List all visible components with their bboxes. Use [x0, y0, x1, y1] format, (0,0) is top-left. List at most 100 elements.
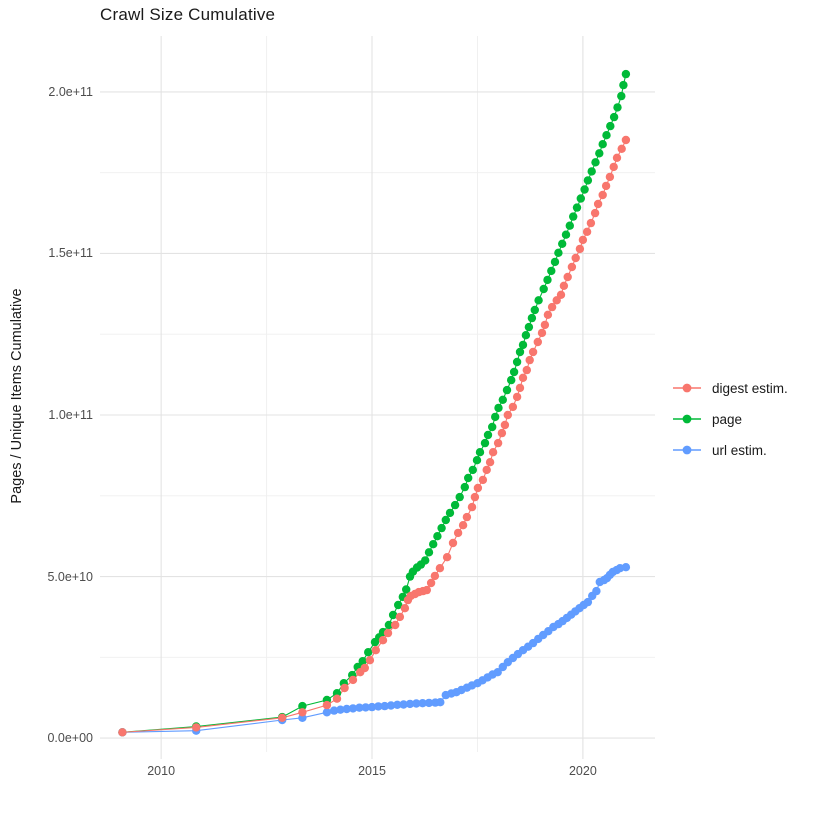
data-point-digest-estim-: [340, 683, 349, 693]
data-point-digest-estim-: [395, 612, 405, 622]
data-point-digest-estim-: [435, 564, 445, 573]
data-point-digest-estim-: [482, 465, 491, 475]
data-point-page: [591, 158, 600, 167]
data-point-digest-estim-: [378, 636, 388, 645]
data-point-page: [617, 91, 626, 101]
data-point-url-estim-: [329, 706, 339, 715]
data-point-digest-estim-: [537, 328, 547, 338]
data-point-digest-estim-: [533, 337, 542, 347]
data-point-digest-estim-: [567, 262, 577, 272]
data-point-page: [445, 508, 455, 518]
data-point-digest-estim-: [547, 302, 557, 312]
data-point-page: [429, 540, 438, 549]
data-point-digest-estim-: [467, 502, 477, 512]
data-point-page: [602, 131, 611, 140]
data-point-digest-estim-: [478, 475, 488, 485]
data-point-url-estim-: [374, 702, 383, 711]
legend-item-url: url estim.: [672, 439, 788, 461]
data-point-digest-estim-: [322, 700, 332, 710]
data-point-digest-estim-: [621, 135, 631, 145]
data-point-digest-estim-: [426, 578, 436, 588]
data-point-page: [480, 438, 490, 448]
data-point-digest-estim-: [470, 492, 480, 502]
data-point-url-estim-: [583, 597, 593, 607]
data-point-page: [502, 385, 512, 395]
data-point-digest-estim-: [512, 392, 522, 402]
y-tick-label: 1.5e+11: [48, 246, 93, 261]
legend-label-page: page: [712, 411, 743, 427]
data-point-page: [388, 610, 398, 620]
data-point-digest-estim-: [458, 521, 468, 530]
data-point-digest-estim-: [448, 538, 458, 548]
data-point-url-estim-: [367, 702, 377, 712]
data-point-digest-estim-: [515, 383, 525, 393]
legend-item-page: page: [672, 408, 788, 430]
data-point-page: [558, 239, 567, 248]
y-tick-label: 2.0e+11: [48, 84, 93, 99]
data-point-page: [488, 422, 497, 432]
y-axis-title: Pages / Unique Items Cumulative: [9, 288, 25, 504]
data-point-page: [424, 548, 434, 557]
data-point-page: [512, 357, 522, 367]
data-point-page: [547, 266, 556, 276]
data-point-digest-estim-: [556, 290, 566, 299]
data-point-page: [587, 167, 596, 176]
data-point-digest-estim-: [528, 347, 538, 357]
data-point-page: [464, 473, 473, 483]
data-point-page: [543, 275, 552, 285]
data-point-digest-estim-: [192, 723, 201, 732]
data-point-digest-estim-: [609, 162, 618, 172]
data-point-url-estim-: [342, 704, 351, 714]
data-point-page: [455, 492, 464, 502]
legend-key-digest-icon: [673, 383, 701, 393]
data-point-page: [595, 149, 604, 158]
data-point-digest-estim-: [462, 512, 472, 522]
data-point-page: [518, 340, 528, 350]
data-point-page: [561, 230, 571, 239]
x-tick-label: 2020: [568, 764, 597, 778]
data-point-page: [509, 367, 519, 377]
data-point-url-estim-: [386, 701, 396, 710]
data-point-digest-estim-: [617, 144, 626, 153]
data-point-page: [441, 515, 450, 525]
data-point-url-estim-: [418, 699, 427, 708]
y-tick-label: 0.0e+00: [47, 731, 93, 746]
data-point-url-estim-: [322, 708, 332, 717]
data-point-digest-estim-: [500, 420, 510, 430]
data-point-url-estim-: [348, 704, 358, 713]
data-point-digest-estim-: [605, 172, 615, 182]
data-point-digest-estim-: [118, 728, 127, 737]
data-point-url-estim-: [436, 698, 445, 707]
x-tick-label: 2015: [358, 764, 386, 778]
data-point-digest-estim-: [365, 656, 375, 665]
legend-key-url-icon: [673, 445, 701, 455]
data-point-page: [507, 375, 516, 385]
data-point-page: [521, 331, 531, 340]
data-point-digest-estim-: [371, 646, 380, 655]
data-point-page: [475, 448, 485, 457]
data-point-page: [609, 112, 619, 122]
data-point-page: [621, 69, 631, 79]
data-point-digest-estim-: [559, 281, 569, 290]
data-point-page: [437, 523, 446, 533]
data-point-page: [554, 248, 563, 257]
data-point-page: [565, 221, 574, 230]
data-point-digest-estim-: [360, 663, 369, 673]
data-point-page: [569, 212, 578, 221]
data-point-digest-estim-: [391, 620, 400, 630]
data-point-page: [460, 482, 469, 492]
data-point-digest-estim-: [598, 190, 607, 200]
data-point-page: [402, 585, 411, 594]
data-point-digest-estim-: [348, 675, 358, 685]
data-point-digest-estim-: [601, 181, 611, 191]
data-point-digest-estim-: [571, 253, 580, 263]
data-point-page: [583, 176, 593, 185]
data-point-page: [468, 465, 477, 475]
data-point-digest-estim-: [485, 458, 495, 467]
chart-title: Crawl Size Cumulative: [100, 5, 276, 24]
data-point-page: [527, 313, 537, 323]
data-point-url-estim-: [621, 563, 631, 572]
data-point-digest-estim-: [525, 355, 534, 365]
data-point-digest-estim-: [493, 438, 503, 448]
